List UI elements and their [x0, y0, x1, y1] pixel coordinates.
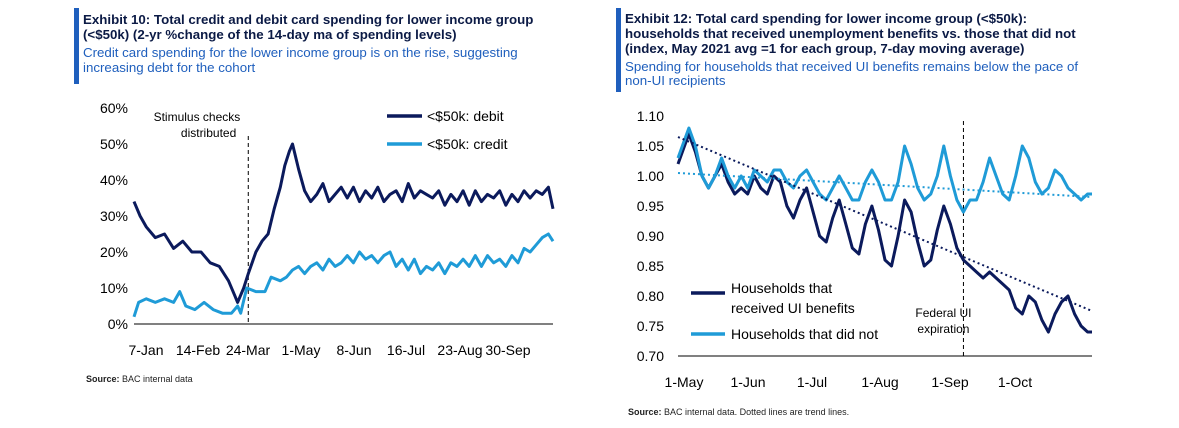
y-tick-label: 10%	[100, 280, 128, 296]
y-tick-label: 1.05	[637, 138, 664, 154]
x-tick-label: 23-Aug	[437, 342, 482, 358]
legend-label: Households that did not	[731, 326, 878, 342]
y-tick-label: 0.80	[637, 288, 664, 304]
exhibit-10-source-text: BAC internal data	[122, 374, 193, 384]
y-tick-label: 60%	[100, 100, 128, 116]
y-tick-label: 1.10	[637, 108, 664, 124]
annotation-text: expiration	[917, 322, 969, 336]
x-tick-label: 1-May	[665, 374, 704, 390]
y-tick-label: 20%	[100, 244, 128, 260]
annotation-text: distributed	[181, 126, 236, 140]
x-tick-label: 1-Jul	[797, 374, 827, 390]
x-tick-label: 7-Jan	[128, 342, 163, 358]
exhibit-12-subtitle-line1: Spending for households that received UI…	[625, 59, 1079, 74]
exhibit-12-source-label: Source:	[628, 407, 662, 417]
legend-label: <$50k: credit	[427, 136, 508, 152]
legend-background	[690, 278, 880, 348]
x-tick-label: 14-Feb	[176, 342, 221, 358]
series-line	[676, 126, 1092, 214]
exhibit-12-subtitle-line2: non-UI recipients	[625, 73, 726, 88]
exhibit-12-source-text: BAC internal data. Dotted lines are tren…	[664, 407, 850, 417]
exhibit-10-accent-bar	[74, 8, 79, 84]
annotation-text: Stimulus checks	[154, 110, 241, 124]
series-line	[132, 232, 555, 318]
exhibit-10-title-line1: Exhibit 10: Total credit and debit card …	[83, 12, 534, 27]
exhibit-10-title-line2: (<$50k) (2-yr %change of the 14-day ma o…	[83, 27, 457, 42]
y-tick-label: 0.75	[637, 318, 664, 334]
exhibit-12-title-line3: (index, May 2021 avg =1 for each group, …	[625, 41, 1025, 56]
legend-label: Households that	[731, 280, 832, 296]
y-tick-label: 0.90	[637, 228, 664, 244]
exhibit-12-chart: 0.70 0.75 0.80 0.85 0.90 0.95 1.00 1.05 1.10 1-Ma…	[637, 108, 1093, 390]
exhibit-12-panel: Exhibit 12: Total card spending for lowe…	[590, 0, 1179, 428]
x-tick-label: 1-May	[282, 342, 321, 358]
exhibit-10-subtitle-line1: Credit card spending for the lower incom…	[83, 45, 518, 60]
y-tick-label: 0.95	[637, 198, 664, 214]
x-tick-label: 1-Jun	[730, 374, 765, 390]
exhibit-10-source-label: Source:	[86, 374, 120, 384]
y-tick-label: 30%	[100, 208, 128, 224]
series-line	[676, 132, 1092, 334]
exhibit-10-subtitle-line2: increasing debt for the cohort	[83, 60, 256, 75]
x-tick-label: 8-Jun	[336, 342, 371, 358]
exhibit-10-source: Source: BAC internal data	[86, 374, 193, 384]
exhibit-12-title-line1: Exhibit 12: Total card spending for lowe…	[625, 11, 1028, 26]
y-tick-label: 50%	[100, 136, 128, 152]
exhibit-10-chart: 0% 10% 20% 30% 40% 50% 60% 7-Jan 14-Feb 24-Mar 1-M…	[100, 100, 555, 358]
y-tick-label: 1.00	[637, 168, 664, 184]
exhibit-12-source: Source: BAC internal data. Dotted lines …	[628, 407, 849, 417]
annotation-text: Federal UI	[915, 306, 971, 320]
x-tick-label: 1-Oct	[998, 374, 1032, 390]
y-tick-label: 0.70	[637, 348, 664, 364]
exhibit-10-panel: Exhibit 10: Total credit and debit card …	[74, 8, 555, 384]
x-tick-label: 24-Mar	[226, 342, 271, 358]
y-tick-label: 0.85	[637, 258, 664, 274]
series-line	[132, 142, 555, 304]
y-tick-label: 0%	[108, 316, 128, 332]
legend-label: <$50k: debit	[427, 108, 504, 124]
trend-line	[677, 172, 1093, 198]
exhibit-12-accent-bar	[616, 8, 621, 92]
x-tick-label: 1-Aug	[861, 374, 898, 390]
x-tick-label: 16-Jul	[387, 342, 425, 358]
legend-label: received UI benefits	[731, 300, 855, 316]
x-tick-label: 1-Sep	[931, 374, 969, 390]
exhibit-12-title-line2: households that received unemployment be…	[625, 26, 1076, 41]
x-tick-label: 30-Sep	[485, 342, 530, 358]
y-tick-label: 40%	[100, 172, 128, 188]
